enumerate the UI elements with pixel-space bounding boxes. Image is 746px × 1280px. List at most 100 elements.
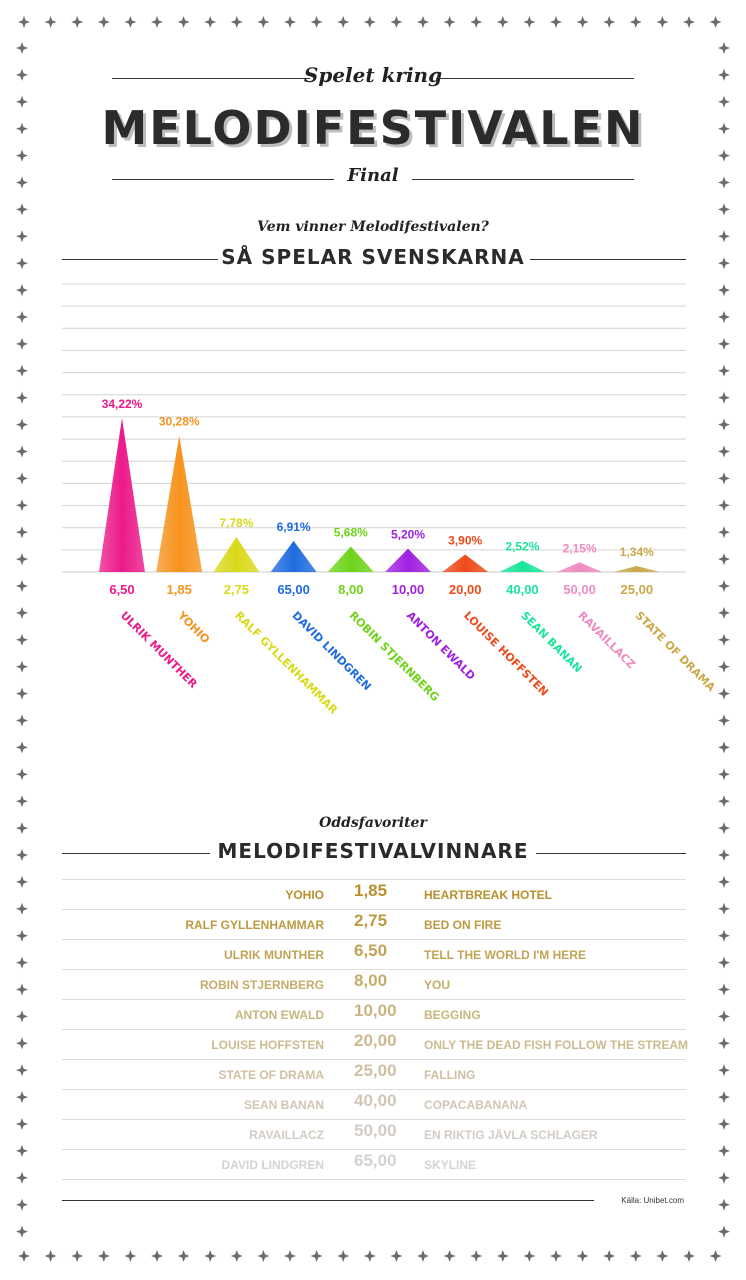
border-star-icon [71,16,84,28]
border-star-icon [718,122,730,135]
category-label: RALF GYLLENHAMMAR [232,609,340,717]
row-song: TELL THE WORLD I'M HERE [424,948,586,962]
table-title-rule-right [536,853,686,854]
border-star-icon [16,68,28,81]
border-star-icon [718,445,730,458]
border-star-icon [16,795,28,808]
border-star-icon [16,203,28,216]
border-star-icon [629,16,642,28]
border-star-icon [16,902,28,915]
border-star-icon [718,795,730,808]
border-star-icon [718,1171,730,1184]
border-star-icon [718,149,730,162]
header-rule-right-top [436,78,634,79]
chart-title-rule-right [530,259,686,260]
border-star-icon [718,875,730,888]
border-star-icon [683,16,695,28]
row-song: ONLY THE DEAD FISH FOLLOW THE STREAM [424,1038,689,1052]
odds-label: 2,75 [224,582,249,597]
row-odds: 6,50 [354,941,388,960]
table-row: YOHIO 1,85 HEARTBREAK HOTEL [62,880,686,910]
row-name: LOUISE HOFFSTEN [211,1038,324,1052]
border-star-icon [718,68,730,81]
row-song: BED ON FIRE [424,918,502,932]
row-song: BEGGING [424,1008,481,1022]
row-odds: 10,00 [354,1001,397,1020]
border-star-icon [16,956,28,969]
border-star-icon [16,768,28,781]
header-rule-left-bottom [112,179,334,180]
border-star-icon [718,1118,730,1130]
border-star-icon [177,16,190,28]
row-odds: 20,00 [354,1031,397,1050]
border-star-icon [718,902,730,915]
odds-label: 10,00 [392,582,425,597]
odds-label: 25,00 [621,582,654,597]
row-name: RALF GYLLENHAMMAR [185,918,324,932]
border-star-icon [16,687,28,700]
border-star-icon [718,364,730,377]
odds-label: 6,50 [109,582,134,597]
row-name: DAVID LINDGREN [221,1158,324,1172]
row-odds: 25,00 [354,1061,397,1080]
border-star-icon [718,391,730,404]
table-title: MELODIFESTIVALVINNARE [217,839,529,863]
table-row: RALF GYLLENHAMMAR 2,75 BED ON FIRE [62,910,686,940]
border-star-icon [718,633,730,646]
category-label: SEAN BANAN [518,609,584,675]
bar [613,565,660,572]
source-note: Källa: Unibet.com [621,1196,684,1205]
border-star-icon [470,1250,483,1262]
border-star-icon [363,16,376,28]
border-star-icon [310,16,323,28]
category-label: STATE OF DRAMA [633,609,718,694]
border-star-icon [230,16,243,28]
border-star-icon [576,1250,589,1262]
border-star-icon [718,1010,730,1023]
border-star-icon [718,176,730,189]
border-star-icon [16,606,28,619]
border-star-icon [683,1250,695,1262]
row-song: EN RIKTIG JÄVLA SCHLAGER [424,1128,598,1142]
value-label: 2,15% [563,541,597,555]
table-row: ULRIK MUNTHER 6,50 TELL THE WORLD I'M HERE [62,940,686,970]
odds-label: 40,00 [506,582,539,597]
row-song: SKYLINE [424,1158,477,1172]
value-label: 30,28% [159,415,200,429]
bar [499,560,546,572]
border-star-icon [257,16,270,28]
border-star-icon [443,1250,456,1262]
border-star-icon [629,1250,642,1262]
table-top-rule [62,879,686,880]
border-star-icon [16,1091,28,1104]
border-star-icon [16,741,28,754]
value-label: 5,68% [334,525,368,539]
border-star-icon [16,1064,28,1077]
border-star-icon [16,42,28,54]
row-name: SEAN BANAN [243,1098,324,1112]
border-star-icon [709,16,722,28]
table-row: STATE OF DRAMA 25,00 FALLING [62,1060,686,1090]
bar [385,548,431,572]
border-star-icon [718,580,730,592]
border-star-icon [16,149,28,162]
border-star-icon [718,1198,730,1211]
border-star-icon [550,16,562,28]
border-star-icon [718,257,730,270]
border-star-icon [16,472,28,485]
border-star-icon [656,1250,669,1262]
row-odds: 8,00 [354,971,388,990]
border-star-icon [97,1250,110,1262]
border-star-icon [16,311,28,323]
row-song: HEARTBREAK HOTEL [424,888,552,902]
border-star-icon [718,606,730,619]
border-star-icon [16,418,28,431]
border-star-icon [496,1250,509,1262]
border-star-icon [718,203,730,216]
border-star-icon [16,445,28,458]
table-row: DAVID LINDGREN 65,00 SKYLINE [62,1150,686,1180]
bar [156,435,203,572]
row-odds: 40,00 [354,1091,397,1110]
border-star-icon [284,16,296,28]
